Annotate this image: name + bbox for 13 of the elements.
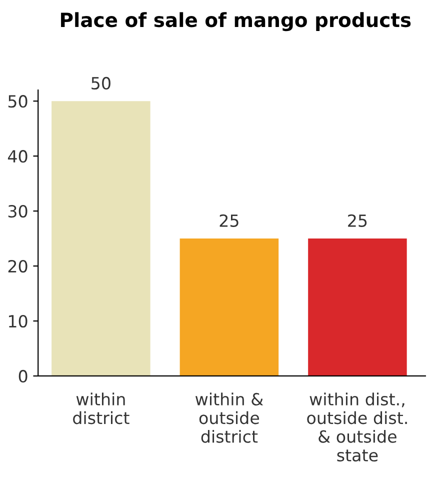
y-tick-label: 20: [8, 260, 28, 273]
y-tick-label: 10: [8, 314, 28, 328]
data-label: 25: [220, 214, 238, 227]
y-tick-label: 0: [18, 370, 28, 383]
y-tick-label: 50: [8, 95, 28, 108]
chart-title: Place of sale of mango products: [61, 12, 411, 32]
x-tick-label: within district: [73, 392, 130, 424]
y-tick-label: 30: [8, 205, 28, 218]
x-tick-label: within dist., outside dist. & outside state: [307, 392, 407, 462]
data-label: 50: [92, 76, 110, 90]
data-label: 25: [348, 214, 367, 227]
x-tick-label: within & outside district: [195, 392, 264, 443]
y-tick-label: 40: [8, 150, 28, 163]
